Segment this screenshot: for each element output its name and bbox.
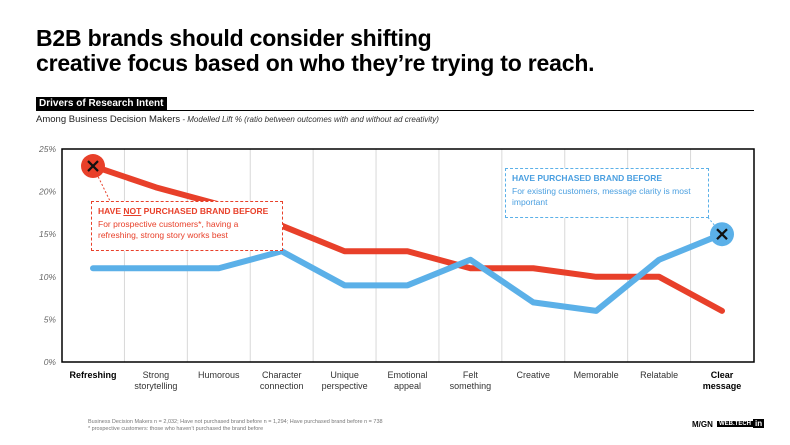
magna-logo: M/GN [692,420,713,429]
x-tick-label: appeal [394,381,421,391]
section-label: Drivers of Research Intent [36,97,167,110]
y-tick-label: 5% [44,314,57,324]
x-tick-label: Strong [143,370,170,380]
x-tick-label: Memorable [574,370,619,380]
x-tick-label: Emotional [387,370,427,380]
x-tick-label: storytelling [134,381,177,391]
subtitle-main: Among Business Decision Makers [36,114,181,125]
plot-area [61,148,755,363]
section-divider [36,110,754,111]
callout-not-purchased: HAVE NOT PURCHASED BRAND BEFORE For pros… [91,201,283,251]
callout-not-purchased-heading: HAVE NOT PURCHASED BRAND BEFORE [98,206,276,217]
callout-purchased-heading: HAVE PURCHASED BRAND BEFORE [512,173,663,183]
subtitle-note: - Modelled Lift % (ratio between outcome… [180,115,439,124]
heading-part: HAVE [98,206,124,216]
y-tick-label: 15% [39,229,56,239]
page-title: B2B brands should consider shifting crea… [36,25,595,76]
title-line-2: creative focus based on who they’re tryi… [36,50,595,76]
y-tick-label: 0% [44,357,57,367]
y-tick-label: 25% [38,144,56,154]
x-tick-label: Humorous [198,370,240,380]
webtech-logo: WEB.TECH [717,421,753,427]
callout-not-purchased-text: For prospective customers*, having a ref… [98,219,239,240]
heading-part: PURCHASED BRAND BEFORE [141,206,269,216]
footnote-definition: * prospective customers: those who haven… [88,426,264,432]
marker-x-icon [716,228,728,240]
x-tick-label: Refreshing [69,370,116,380]
x-tick-label: message [703,381,742,391]
footnote-sample-sizes: Business Decision Makers n = 2,032; Have… [88,419,383,425]
x-tick-label: connection [260,381,304,391]
x-tick-label: Felt [463,370,479,380]
x-tick-label: Character [262,370,302,380]
footnote: Business Decision Makers n = 2,032; Have… [88,419,383,433]
callout-purchased: HAVE PURCHASED BRAND BEFORE For existing… [505,168,709,218]
linkedin-icon: in [753,419,765,428]
marker-x-icon [87,160,99,172]
x-tick-label: Unique [330,370,359,380]
callout-connector [92,165,111,202]
x-tick-label: Creative [517,370,551,380]
y-tick-label: 20% [38,187,56,197]
x-tick-label: something [450,381,492,391]
series-line-1 [90,231,725,314]
series-line-0 [90,163,725,314]
chart-subtitle: Among Business Decision Makers - Modelle… [36,114,439,125]
x-tick-label: Relatable [640,370,678,380]
x-tick-label: Clear [711,370,734,380]
title-line-1: B2B brands should consider shifting [36,25,432,51]
heading-not: NOT [123,206,142,216]
x-tick-label: perspective [322,381,368,391]
callout-purchased-text: For existing customers, message clarity … [512,186,691,207]
y-tick-label: 10% [39,272,56,282]
